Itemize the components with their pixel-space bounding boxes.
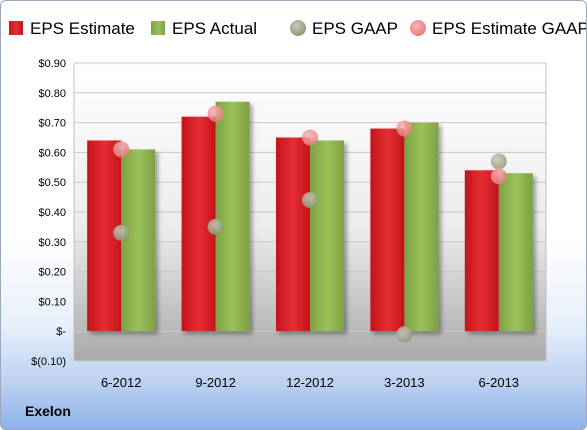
legend-swatch-eps-gaap	[290, 20, 306, 36]
marker-eps-estimate-gaap	[113, 141, 130, 158]
bar-eps-actual	[121, 149, 156, 332]
bar-eps-actual	[498, 173, 533, 332]
bar-eps-actual	[215, 101, 250, 332]
legend-swatch-eps-actual	[151, 21, 165, 35]
legend-label-eps-actual: EPS Actual	[172, 19, 257, 38]
y-tick-label: $0.20	[38, 267, 66, 279]
y-tick-label: $0.90	[38, 58, 66, 70]
y-tick-label: $(0.10)	[31, 356, 66, 368]
marker-eps-gaap	[396, 326, 413, 343]
x-tick-label: 9-2012	[195, 375, 235, 390]
x-tick-label: 12-2012	[286, 375, 334, 390]
bar-eps-estimate	[370, 128, 405, 332]
bar-eps-estimate	[464, 170, 499, 332]
y-tick-label: $0.10	[38, 296, 66, 308]
y-tick-label: $0.80	[38, 88, 66, 100]
marker-eps-estimate-gaap	[396, 120, 413, 137]
y-tick-label: $0.30	[38, 237, 66, 249]
legend-label-eps-gaap: EPS GAAP	[312, 19, 398, 38]
marker-eps-gaap	[113, 224, 130, 241]
marker-eps-gaap	[207, 218, 224, 235]
x-tick-label: 6-2013	[479, 375, 519, 390]
y-tick-label: $0.70	[38, 118, 66, 130]
legend-swatch-eps-estimate	[9, 21, 23, 35]
company-name: Exelon	[25, 403, 71, 419]
legend-label-eps-estimate: EPS Estimate	[30, 19, 135, 38]
marker-eps-estimate-gaap	[490, 168, 507, 185]
x-tick-label: 3-2013	[384, 375, 424, 390]
y-tick-label: $0.60	[38, 147, 66, 159]
y-tick-label: $0.40	[38, 207, 66, 219]
bar-eps-actual	[404, 122, 439, 332]
marker-eps-gaap	[490, 153, 507, 170]
marker-eps-gaap	[302, 192, 318, 209]
legend-swatch-eps-estimate-gaap	[410, 20, 426, 36]
legend-label-eps-estimate-gaap: EPS Estimate GAAP	[432, 19, 586, 38]
marker-eps-estimate-gaap	[207, 105, 224, 122]
y-tick-label: $0.50	[38, 177, 66, 189]
x-tick-label: 6-2012	[101, 375, 141, 390]
marker-eps-estimate-gaap	[302, 129, 318, 146]
bar-eps-actual	[310, 140, 344, 332]
y-tick-label: $-	[56, 326, 66, 338]
bar-eps-estimate	[276, 137, 310, 332]
